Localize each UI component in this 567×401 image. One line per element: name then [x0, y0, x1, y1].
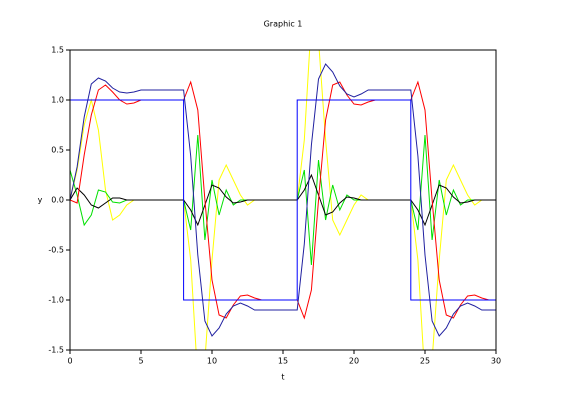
- plot-area: [70, 50, 496, 350]
- series-line: [70, 63, 496, 337]
- y-tick-label: 0.5: [51, 146, 64, 155]
- y-axis-label: y: [38, 196, 43, 205]
- y-tick-label: -1.0: [48, 296, 64, 305]
- x-tick-label: 20: [349, 357, 359, 366]
- y-tick-label: 1.5: [51, 46, 64, 55]
- series-line: [70, 173, 496, 227]
- y-tick-label: 1.0: [51, 96, 64, 105]
- x-tick-label: 10: [207, 357, 217, 366]
- y-tick-label: -0.5: [48, 246, 64, 255]
- x-tick-label: 5: [138, 357, 143, 366]
- chart-title: Graphic 1: [264, 20, 303, 29]
- x-axis-label: t: [281, 373, 284, 382]
- x-tick-label: 30: [491, 357, 501, 366]
- y-tick-label: -1.5: [48, 346, 64, 355]
- x-tick-label: 25: [420, 357, 430, 366]
- y-tick-label: 0.0: [51, 196, 64, 205]
- series-line: [70, 99, 496, 301]
- x-tick-label: 0: [67, 357, 72, 366]
- x-tick-label: 15: [278, 357, 288, 366]
